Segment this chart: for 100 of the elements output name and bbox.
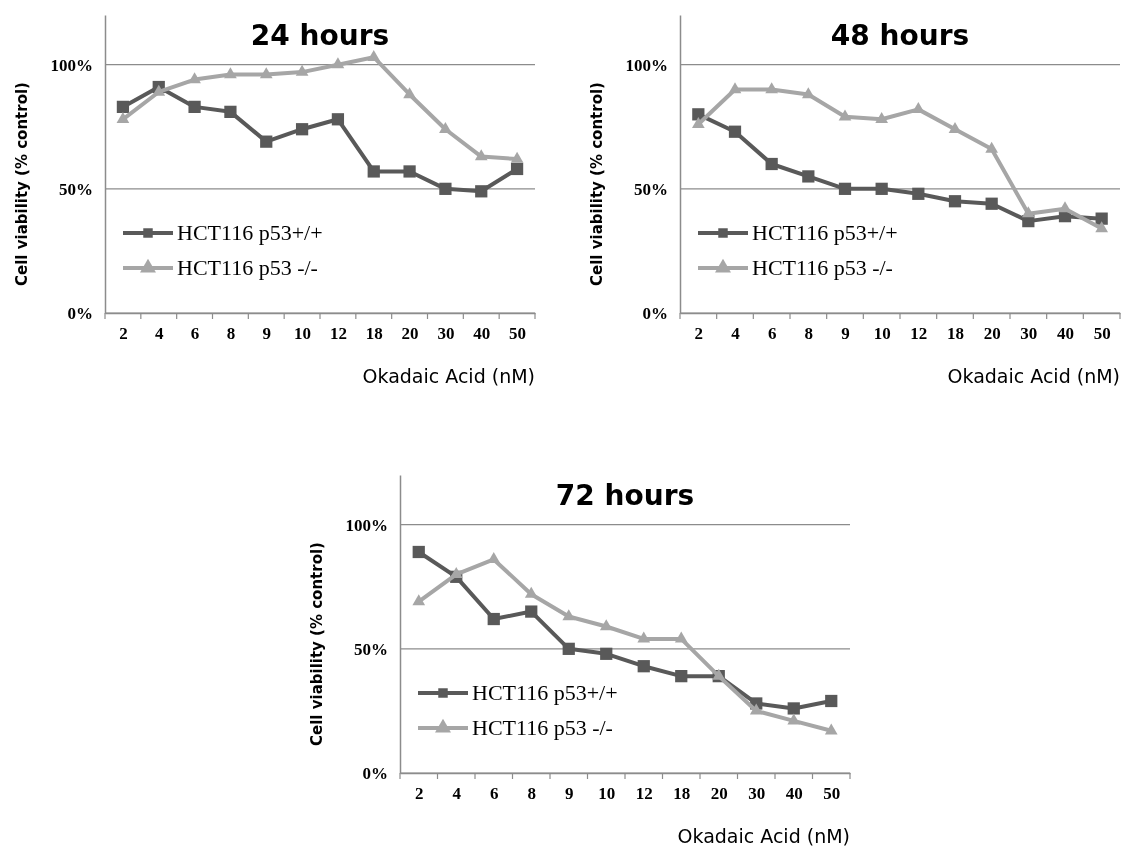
point xyxy=(412,594,426,606)
x-tick-label: 30 xyxy=(748,784,766,804)
x-tick-label: 6 xyxy=(767,324,777,344)
x-tick-label: 9 xyxy=(841,324,850,344)
x-axis-title: Okadaic Acid (nM) xyxy=(947,365,1120,387)
x-tick-label: 30 xyxy=(437,324,455,344)
point xyxy=(439,182,452,195)
point xyxy=(765,82,779,94)
x-tick-label: 2 xyxy=(119,324,128,344)
y-tick-label: 0% xyxy=(67,303,93,323)
point xyxy=(524,586,538,598)
legend-label: HCT116 p53+/+ xyxy=(177,220,323,245)
point xyxy=(674,631,688,643)
point xyxy=(691,116,705,128)
point xyxy=(728,125,742,138)
point xyxy=(116,111,130,123)
x-tick-label: 40 xyxy=(1057,324,1074,344)
point xyxy=(825,694,838,708)
x-axis-title: Okadaic Acid (nM) xyxy=(362,365,535,387)
y-tick-label: 100% xyxy=(625,55,668,75)
point xyxy=(188,100,201,114)
x-tick-label: 4 xyxy=(731,324,741,344)
x-tick-label: 20 xyxy=(710,784,728,804)
point xyxy=(749,703,763,715)
chart-title: 24 hours xyxy=(250,19,390,52)
x-tick-label: 30 xyxy=(1020,324,1038,344)
chart-title: 72 hours xyxy=(555,479,695,512)
point xyxy=(948,195,962,208)
x-tick-label: 4 xyxy=(452,784,462,804)
y-axis-title: Cell viability (% control) xyxy=(308,542,326,746)
point xyxy=(116,100,130,114)
y-axis-title: Cell viability (% control) xyxy=(13,82,31,286)
x-tick-label: 12 xyxy=(329,324,347,344)
point xyxy=(487,552,501,564)
x-tick-label: 6 xyxy=(490,784,499,804)
x-tick-label: 18 xyxy=(947,324,964,344)
point xyxy=(474,149,488,161)
point xyxy=(802,170,815,183)
x-tick-label: 40 xyxy=(785,784,803,804)
point xyxy=(637,660,650,673)
legend-label: HCT116 p53 -/- xyxy=(752,255,893,280)
point xyxy=(188,72,201,84)
point xyxy=(728,82,742,94)
point xyxy=(1021,206,1035,218)
point xyxy=(838,182,852,195)
point xyxy=(985,141,999,153)
x-tick-label: 8 xyxy=(804,324,814,344)
point xyxy=(510,151,524,163)
point xyxy=(637,631,651,643)
x-tick-label: 4 xyxy=(155,324,164,344)
x-tick-label: 12 xyxy=(910,324,928,344)
x-axis-title: Okadaic Acid (nM) xyxy=(677,825,850,847)
point xyxy=(224,105,237,118)
point xyxy=(562,609,576,621)
chart-title: 48 hours xyxy=(830,19,970,52)
x-tick-label: 8 xyxy=(226,324,236,344)
point xyxy=(824,723,838,735)
x-tick-label: 2 xyxy=(694,324,704,344)
y-tick-label: 0% xyxy=(362,763,388,783)
point xyxy=(801,87,815,99)
legend-label: HCT116 p53 -/- xyxy=(472,715,613,740)
point xyxy=(875,111,889,123)
point xyxy=(367,165,380,178)
point xyxy=(787,713,801,725)
point xyxy=(525,605,538,618)
point xyxy=(838,109,852,121)
point xyxy=(403,87,416,99)
point xyxy=(911,102,925,114)
x-tick-label: 50 xyxy=(823,784,841,804)
point xyxy=(224,67,237,79)
point xyxy=(985,197,998,210)
legend-label: HCT116 p53 -/- xyxy=(177,255,318,280)
x-tick-label: 20 xyxy=(983,324,1001,344)
point xyxy=(412,545,425,559)
point xyxy=(152,84,166,96)
legend-label: HCT116 p53+/+ xyxy=(472,680,618,705)
point xyxy=(475,185,488,198)
legend-label: HCT116 p53+/+ xyxy=(752,220,898,245)
x-tick-label: 10 xyxy=(598,784,616,804)
point xyxy=(331,57,345,69)
point xyxy=(403,165,416,178)
x-tick-label: 10 xyxy=(294,324,312,344)
x-tick-label: 50 xyxy=(1093,324,1111,344)
point xyxy=(295,64,309,76)
point xyxy=(599,619,613,631)
x-tick-label: 8 xyxy=(527,784,536,804)
y-tick-label: 100% xyxy=(345,515,388,535)
point xyxy=(259,67,273,79)
point xyxy=(787,702,800,715)
x-tick-label: 2 xyxy=(415,784,424,804)
point xyxy=(331,113,345,126)
y-tick-label: 0% xyxy=(642,303,668,323)
point xyxy=(295,123,309,136)
x-tick-label: 50 xyxy=(509,324,527,344)
y-tick-label: 50% xyxy=(634,179,668,199)
y-axis-title: Cell viability (% control) xyxy=(588,82,606,286)
x-tick-label: 12 xyxy=(635,784,653,804)
point xyxy=(948,121,962,133)
point xyxy=(765,157,778,171)
x-tick-label: 9 xyxy=(565,784,574,804)
